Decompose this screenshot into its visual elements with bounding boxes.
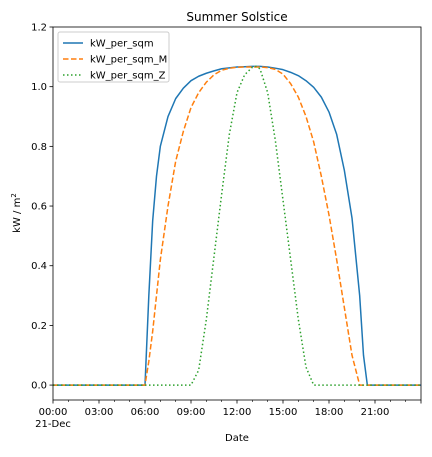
y-tick-label: 1.2 [31, 23, 47, 34]
series-layer [53, 65, 421, 386]
y-axis-label-main: kW / m [12, 198, 23, 233]
x-tick-label: 15:00 [269, 407, 298, 418]
x-tick-label: 12:00 [223, 407, 252, 418]
chart-title: Summer Solstice [186, 10, 287, 24]
x-tick-label: 06:00 [131, 407, 160, 418]
y-tick-label: 0.6 [31, 202, 47, 213]
legend-label-2: kW_per_sqm_M [90, 55, 167, 66]
y-tick-label: 1.0 [31, 82, 47, 93]
legend-label-3: kW_per_sqm_Z [90, 71, 166, 82]
legend-label-1: kW_per_sqm [90, 39, 154, 50]
y-tick-label: 0.2 [31, 321, 47, 332]
y-tick-label: 0.4 [31, 261, 47, 272]
x-axis-label: Date [225, 433, 249, 444]
plot-area [53, 27, 421, 400]
x-tick-label: 21:00 [361, 407, 390, 418]
y-tick-label: 0.0 [31, 381, 47, 392]
x-tick-label: 09:00 [177, 407, 206, 418]
y-axis-label-superscript: 2 [10, 193, 18, 197]
plot-background [53, 27, 421, 400]
x-tick-label: 18:00 [315, 407, 344, 418]
y-axis-label: kW / m2 [10, 193, 23, 233]
legend-box [57, 31, 170, 83]
x-tick-date-label: 21-Dec [35, 419, 71, 430]
legend: kW_per_sqm kW_per_sqm_M kW_per_sqm_Z [57, 31, 170, 83]
series-line-2 [53, 66, 421, 386]
y-tick-label: 0.8 [31, 142, 47, 153]
x-tick-label: 03:00 [85, 407, 114, 418]
x-tick-label: 00:00 [39, 407, 68, 418]
axes-layer: 0.0 0.2 0.4 0.6 0.8 1.0 1.2 00:00 03:00 06:00 09:0… [31, 23, 422, 430]
